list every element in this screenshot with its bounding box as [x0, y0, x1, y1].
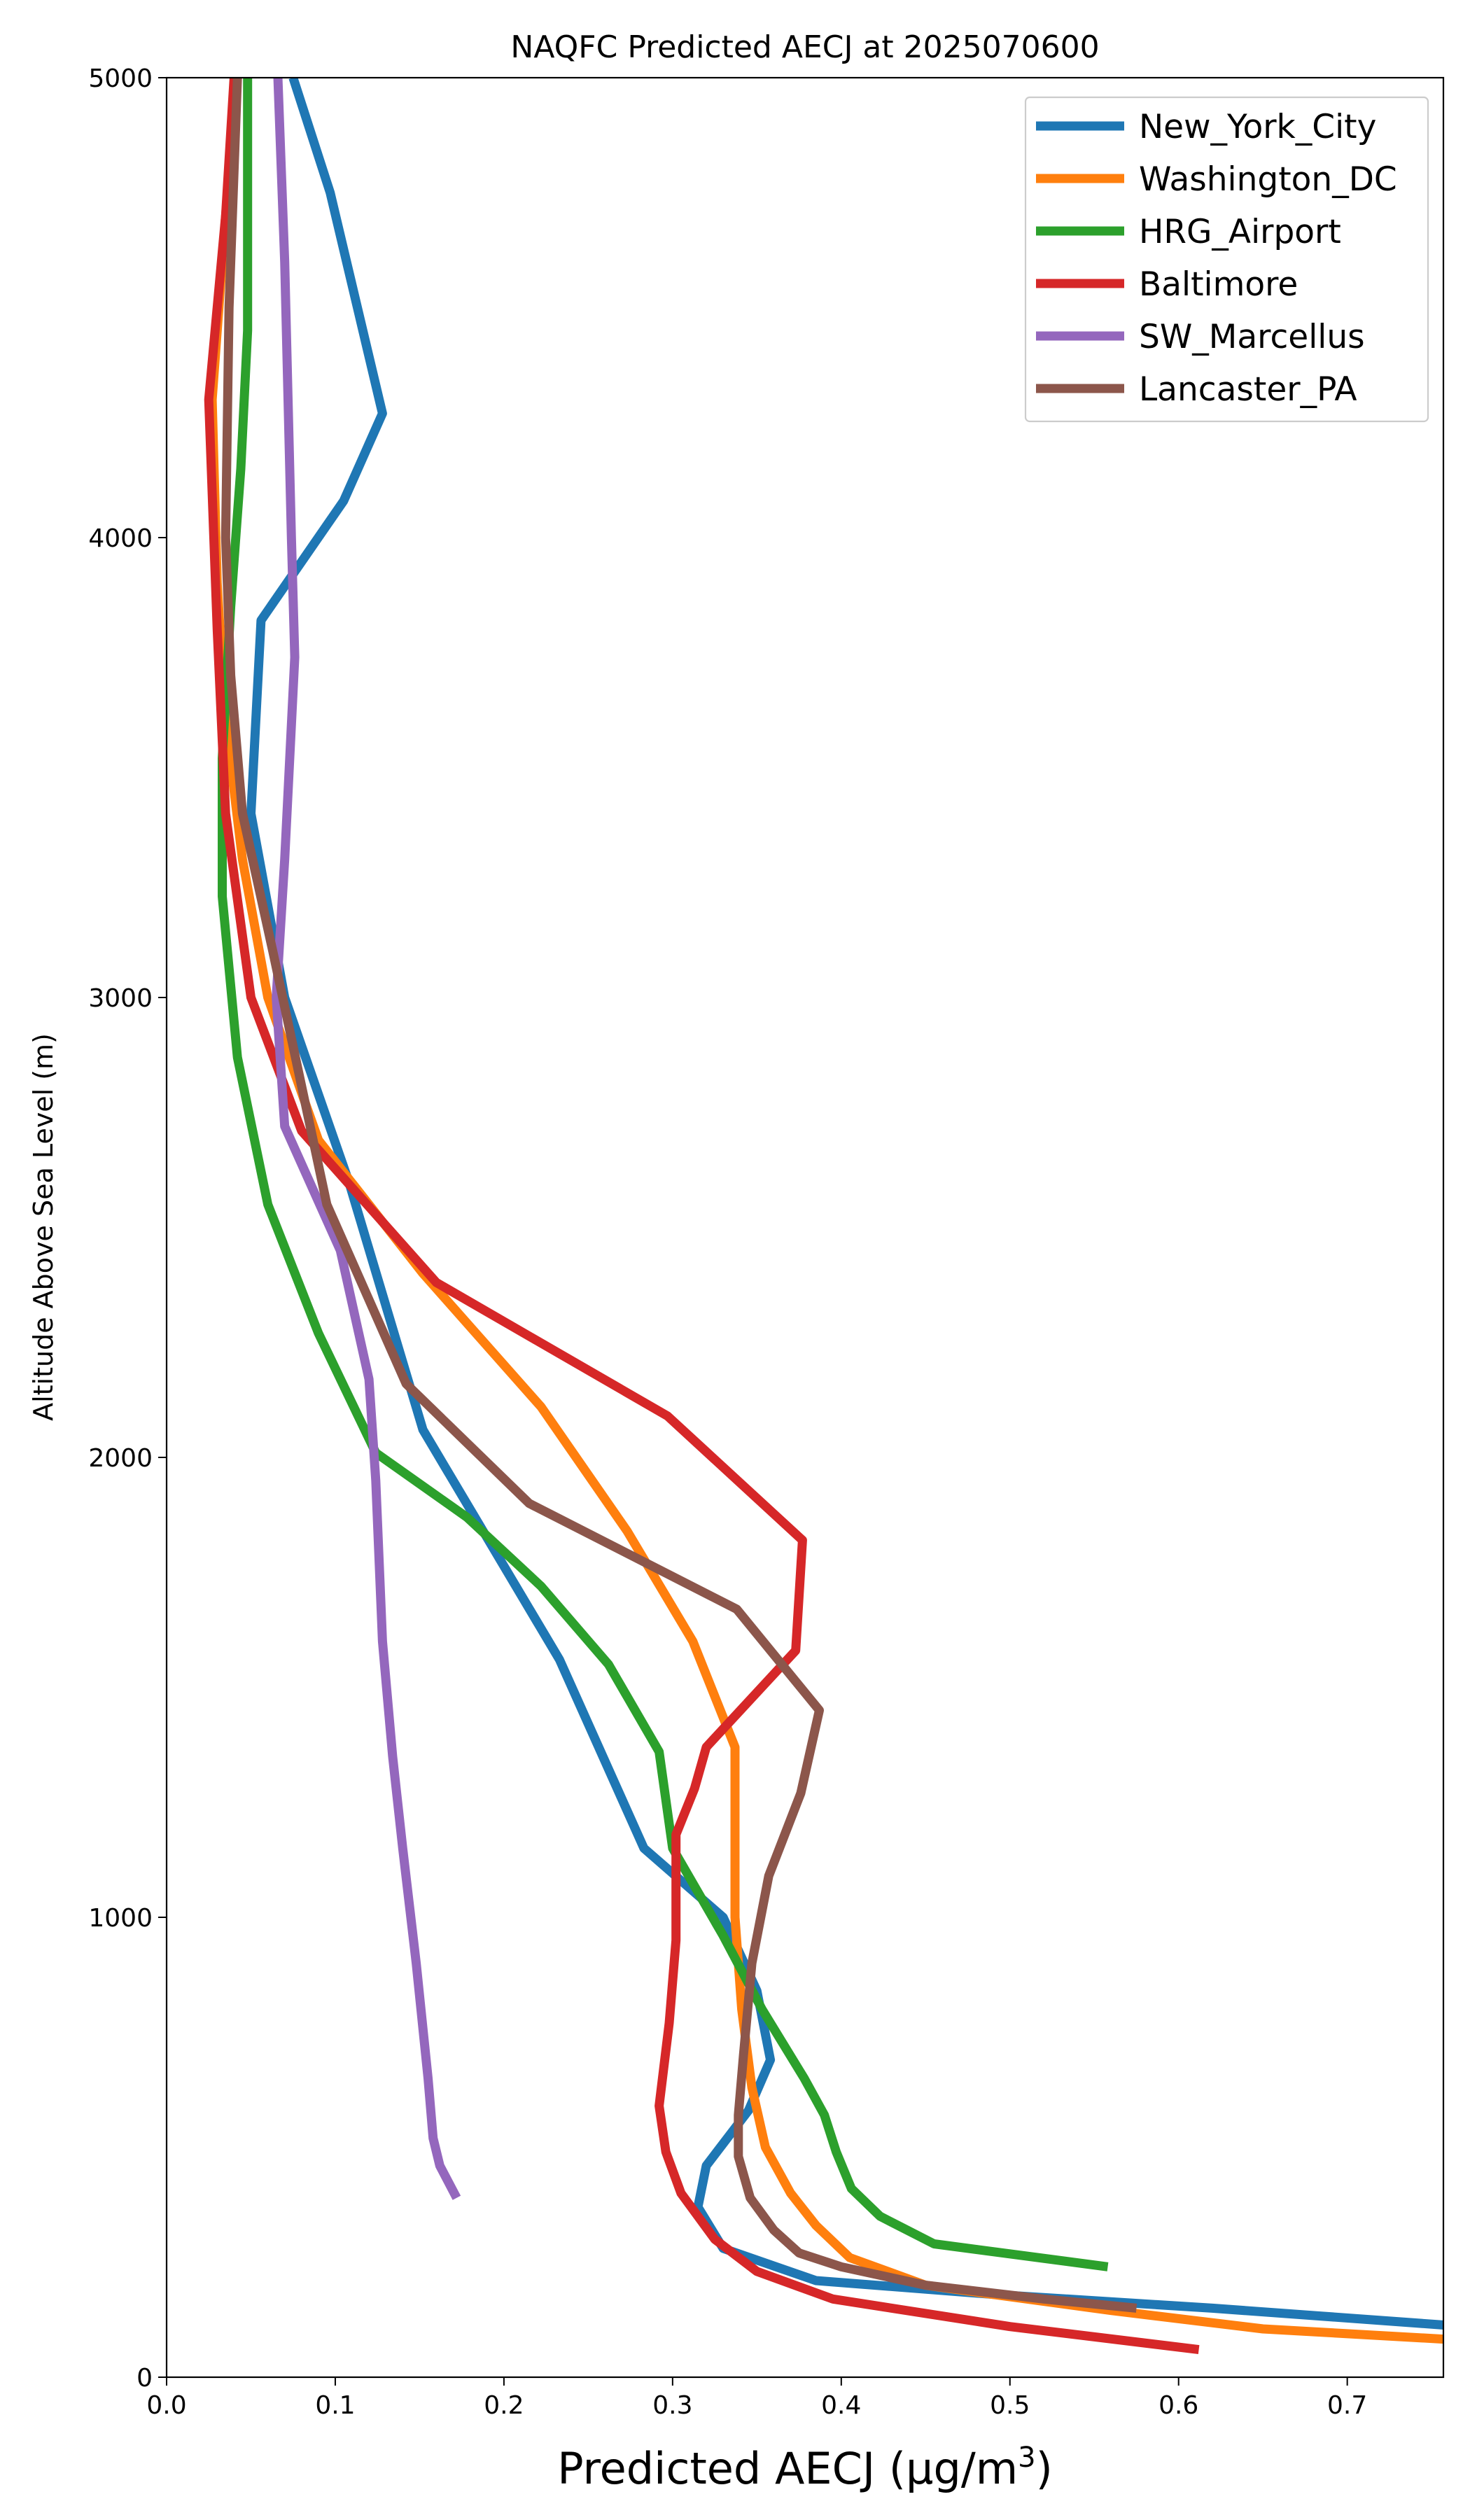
legend: New_York_City Washington_DC HRG_Airport Bal… — [1024, 96, 1429, 423]
legend-label: Lancaster_PA — [1139, 370, 1357, 409]
y-tick-label: 5000 — [88, 64, 153, 93]
series-line-baltimore — [204, 78, 1200, 2355]
x-axis-label-superscript: 3 — [1018, 2442, 1035, 2474]
legend-label: Baltimore — [1139, 265, 1298, 304]
legend-label: Washington_DC — [1139, 160, 1397, 199]
legend-label: SW_Marcellus — [1139, 318, 1365, 356]
legend-box — [1024, 96, 1429, 423]
plot-area-frame — [165, 76, 1445, 2379]
x-tick-label: 0.4 — [821, 2391, 861, 2420]
x-tick-label: 0.5 — [990, 2391, 1030, 2420]
legend-label: HRG_Airport — [1139, 213, 1341, 251]
legend-label: New_York_City — [1139, 108, 1376, 146]
x-tick-label: 0.6 — [1158, 2391, 1198, 2420]
series-line-new-york-city — [246, 78, 1443, 2330]
x-tick-label: 0.1 — [315, 2391, 355, 2420]
series-line-lancaster-pa — [220, 78, 1138, 2313]
series-line-sw-marcellus — [272, 78, 461, 2200]
x-axis-label-suffix: ) — [1036, 2443, 1053, 2494]
legend-items: New_York_City Washington_DC HRG_Airport Bal… — [1036, 108, 1397, 409]
y-axis-label: Altitude Above Sea Level (m) — [28, 1033, 59, 1421]
x-tick-label: 0.7 — [1327, 2391, 1367, 2420]
axis-ticks: 0.0 0.1 0.2 0.3 0.4 0.5 0.6 0.7 0 1000 2000 3000 400… — [88, 64, 1367, 2420]
y-tick-label: 1000 — [88, 1904, 153, 1933]
x-axis-label-main: Predicted AECJ (μg/m — [557, 2443, 1018, 2494]
y-tick-label: 3000 — [88, 984, 153, 1013]
x-tick-label: 0.0 — [146, 2391, 186, 2420]
series-layer — [204, 78, 1443, 2355]
y-tick-label: 4000 — [88, 524, 153, 553]
chart-title: NAQFC Predicted AECJ at 2025070600 — [510, 29, 1099, 65]
x-axis-label: Predicted AECJ (μg/m3) — [557, 2442, 1053, 2494]
x-tick-label: 0.2 — [484, 2391, 524, 2420]
x-tick-label: 0.3 — [652, 2391, 692, 2420]
y-tick-label: 2000 — [88, 1444, 153, 1473]
y-tick-label: 0 — [136, 2364, 153, 2393]
series-line-hrg-airport — [218, 78, 1109, 2272]
